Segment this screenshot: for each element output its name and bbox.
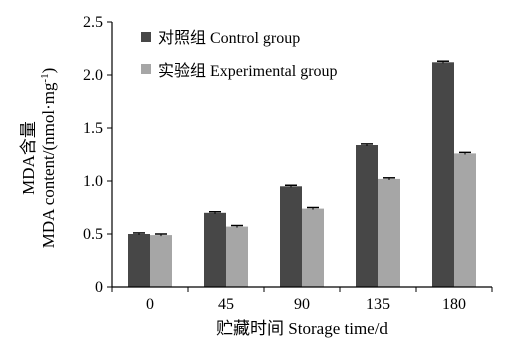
legend: 对照组 Control group 实验组 Experimental group [141,29,338,80]
x-tick-label-0: 0 [146,296,154,313]
bar-control-90 [280,186,302,287]
legend-swatch-experimental [141,64,151,74]
error-bar-control-90 [285,184,297,188]
legend-label-control: 对照组 Control group [158,29,300,47]
error-bar-control-180 [437,60,449,64]
bar-experimental-45 [226,226,248,287]
x-tick-label-90: 90 [294,296,310,313]
x-tick-label-45: 45 [218,296,234,313]
x-tick-label-180: 180 [442,296,466,313]
ticks-layer: 0 45 90 135 180 0 0.5 1.0 1.5 2.0 2.5 [83,14,493,313]
bar-experimental-180 [454,153,476,287]
bar-experimental-0 [150,235,172,287]
x-tick-label-135: 135 [366,296,390,313]
y-axis-label-group: MDA含量 MDA content/(nmol·mg-1) [19,68,58,249]
bar-control-135 [356,145,378,287]
error-bar-experimental-45 [231,224,243,228]
bar-experimental-135 [378,178,400,287]
bar-control-0 [128,234,150,287]
y-tick-label-1.0: 1.0 [83,173,103,190]
error-bar-control-135 [361,143,373,147]
y-tick-label-1.5: 1.5 [83,120,103,137]
y-tick-label-2.5: 2.5 [83,14,103,31]
error-bar-control-45 [209,210,221,214]
y-axis-label-superscript: -1 [39,73,51,82]
error-bar-experimental-135 [383,177,395,180]
bar-experimental-90 [302,208,324,287]
y-axis-label-line2: MDA content/(nmol·mg-1) [39,68,58,249]
y-tick-label-0.5: 0.5 [83,226,103,243]
y-tick-label-0: 0 [95,279,103,296]
error-bar-experimental-90 [307,206,319,210]
y-tick-label-2.0: 2.0 [83,67,103,84]
y-axis-label-line1: MDA含量 [19,121,38,195]
legend-swatch-control [141,32,151,42]
y-axis-label-close: ) [39,68,58,74]
bar-control-180 [432,62,454,287]
bar-control-45 [204,212,226,287]
axes-layer [111,22,492,288]
error-bar-experimental-180 [459,151,471,155]
bars-layer [128,60,476,287]
error-bar-experimental-0 [155,233,167,237]
y-axis-label-main: MDA content/(nmol·mg [39,82,58,248]
x-axis-label: 贮藏时间 Storage time/d [216,319,388,338]
error-bar-control-0 [133,232,145,236]
legend-label-experimental: 实验组 Experimental group [158,62,338,80]
